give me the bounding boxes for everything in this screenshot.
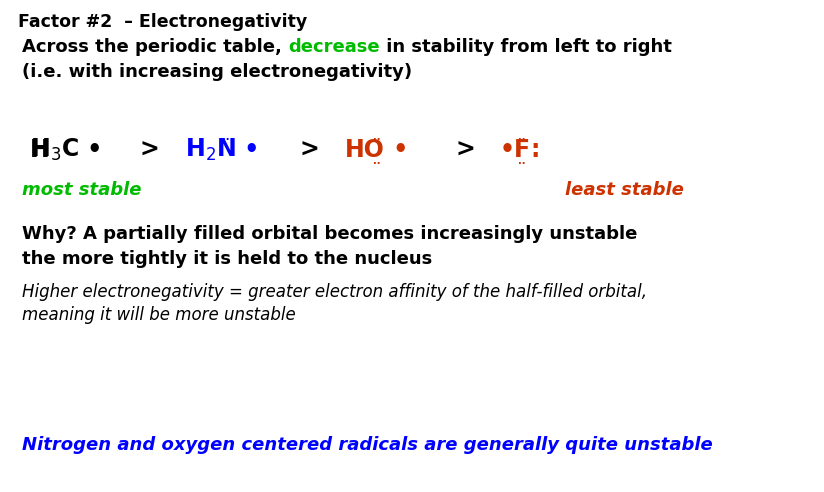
Text: >: > — [140, 138, 160, 162]
Text: H: H — [30, 138, 49, 162]
Text: F: F — [514, 138, 530, 162]
Text: •: • — [79, 138, 102, 162]
Text: H$_2$N: H$_2$N — [185, 137, 236, 163]
Text: ··: ·· — [518, 135, 526, 145]
Text: decrease: decrease — [288, 38, 380, 56]
Text: •: • — [500, 138, 515, 162]
Text: >: > — [300, 138, 320, 162]
Text: ··: ·· — [373, 159, 381, 169]
Text: Why? A partially filled orbital becomes increasingly unstable: Why? A partially filled orbital becomes … — [22, 225, 638, 243]
Text: ··: ·· — [373, 135, 381, 145]
Text: in stability from left to right: in stability from left to right — [380, 38, 672, 56]
Text: :: : — [530, 138, 540, 162]
Text: meaning it will be more unstable: meaning it will be more unstable — [22, 306, 296, 324]
Text: most stable: most stable — [22, 181, 142, 199]
Text: (i.e. with increasing electronegativity): (i.e. with increasing electronegativity) — [22, 63, 412, 81]
Text: Nitrogen and oxygen centered radicals are generally quite unstable: Nitrogen and oxygen centered radicals ar… — [22, 436, 713, 454]
Text: HO: HO — [345, 138, 385, 162]
Text: H$_3$C: H$_3$C — [30, 137, 79, 163]
Text: the more tightly it is held to the nucleus: the more tightly it is held to the nucle… — [22, 250, 433, 268]
Text: ··: ·· — [518, 159, 526, 169]
Text: •: • — [385, 138, 408, 162]
Text: Factor #2  – Electronegativity: Factor #2 – Electronegativity — [18, 13, 307, 31]
Text: >: > — [455, 138, 475, 162]
Text: Across the periodic table,: Across the periodic table, — [22, 38, 288, 56]
Text: least stable: least stable — [565, 181, 684, 199]
Text: ··: ·· — [222, 135, 230, 145]
Text: Higher electronegativity = greater electron affinity of the half-filled orbital,: Higher electronegativity = greater elect… — [22, 283, 647, 301]
Text: •: • — [236, 138, 259, 162]
